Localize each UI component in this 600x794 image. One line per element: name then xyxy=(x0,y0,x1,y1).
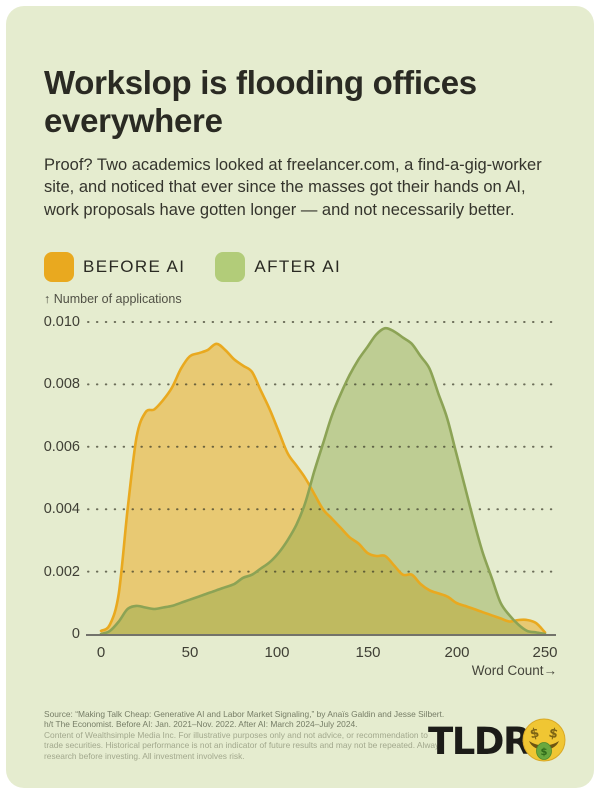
footer-text: Source: “Making Talk Cheap: Generative A… xyxy=(44,709,446,761)
legend-item-after-ai: AFTER AI xyxy=(215,252,341,282)
tldr-logo: TLDR $ $ $ xyxy=(428,718,568,764)
y-tick-label: 0.008 xyxy=(43,376,80,392)
x-tick-label: 200 xyxy=(444,644,470,661)
tldr-logo-text: TLDR xyxy=(427,719,532,763)
before-ai-curve xyxy=(99,342,547,634)
disclaimer-text: Content of Wealthsimple Media Inc. For i… xyxy=(44,729,444,761)
y-tick-label: 0.004 xyxy=(43,501,80,517)
y-tick-label: 0.010 xyxy=(43,314,80,330)
money-mouth-face-icon: $ $ $ xyxy=(522,718,566,762)
svg-text:$: $ xyxy=(547,726,559,743)
x-tick-label: 50 xyxy=(181,644,199,661)
after-ai-curve xyxy=(99,326,547,636)
y-tick-label: 0.006 xyxy=(43,439,80,455)
density-plot xyxy=(86,321,557,636)
x-axis-label: Word Count→ xyxy=(471,663,557,678)
legend-swatch-after-ai xyxy=(215,252,246,282)
before-ai-area-fill xyxy=(101,343,545,634)
y-axis-label: ↑ Number of applications xyxy=(44,292,182,306)
x-tick-label: 0 xyxy=(96,644,106,661)
subtitle-text: Proof? Two academics looked at freelance… xyxy=(44,156,542,219)
svg-text:$: $ xyxy=(541,747,548,758)
chart-legend: BEFORE AI AFTER AI xyxy=(44,252,341,282)
y-tick-label: 0.002 xyxy=(43,564,80,580)
x-tick-label: 150 xyxy=(355,644,381,661)
legend-label-before-ai: BEFORE AI xyxy=(83,257,186,276)
page-title: Workslop is flooding offices everywhere xyxy=(44,64,477,140)
x-tick-label: 100 xyxy=(264,644,290,661)
x-tick-label: 250 xyxy=(532,644,558,661)
svg-text:$: $ xyxy=(529,726,541,743)
source-citation: Source: “Making Talk Cheap: Generative A… xyxy=(44,709,445,730)
y-tick-label: 0 xyxy=(71,626,80,642)
legend-label-after-ai: AFTER AI xyxy=(254,257,342,276)
legend-swatch-before-ai xyxy=(44,252,74,282)
infographic-card: Workslop is flooding offices everywhere … xyxy=(6,6,594,788)
after-ai-area-fill xyxy=(101,328,545,634)
legend-item-before-ai: BEFORE AI xyxy=(44,252,185,282)
